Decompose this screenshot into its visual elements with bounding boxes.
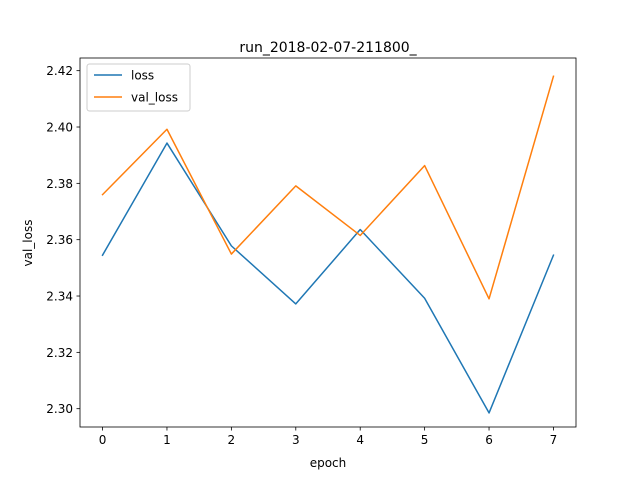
x-axis-label: epoch: [310, 456, 347, 470]
y-tick-label: 2.40: [46, 121, 73, 135]
legend-label-loss: loss: [131, 69, 154, 83]
x-tick-label: 4: [356, 433, 364, 447]
x-tick-label: 1: [163, 433, 171, 447]
x-tick-label: 0: [99, 433, 107, 447]
plot-frame: [79, 57, 577, 428]
series-line-val-loss: [101, 75, 555, 300]
chart-title: run_2018-02-07-211800_: [239, 40, 417, 56]
y-axis-label: val_loss: [21, 220, 35, 267]
series-layer: [101, 75, 555, 414]
x-tick-label: 6: [485, 433, 493, 447]
y-tick-label: 2.34: [46, 290, 73, 304]
y-tick-label: 2.30: [46, 402, 73, 416]
axes-layer: 0 1 2 3 4 5 6 7 2.30 2.32 2.34 2.36 2.38 2.40 2.42: [46, 57, 577, 447]
x-tick-label: 7: [550, 433, 558, 447]
y-tick-label: 2.32: [46, 346, 73, 360]
legend-label-val-loss: val_loss: [131, 91, 178, 105]
y-tick-label: 2.38: [46, 177, 73, 191]
legend: loss val_loss: [86, 63, 191, 112]
y-tick-label: 2.42: [46, 64, 73, 78]
x-tick-label: 5: [421, 433, 429, 447]
series-line-loss: [101, 142, 555, 414]
y-tick-label: 2.36: [46, 233, 73, 247]
x-tick-label: 2: [228, 433, 236, 447]
x-tick-label: 3: [292, 433, 300, 447]
